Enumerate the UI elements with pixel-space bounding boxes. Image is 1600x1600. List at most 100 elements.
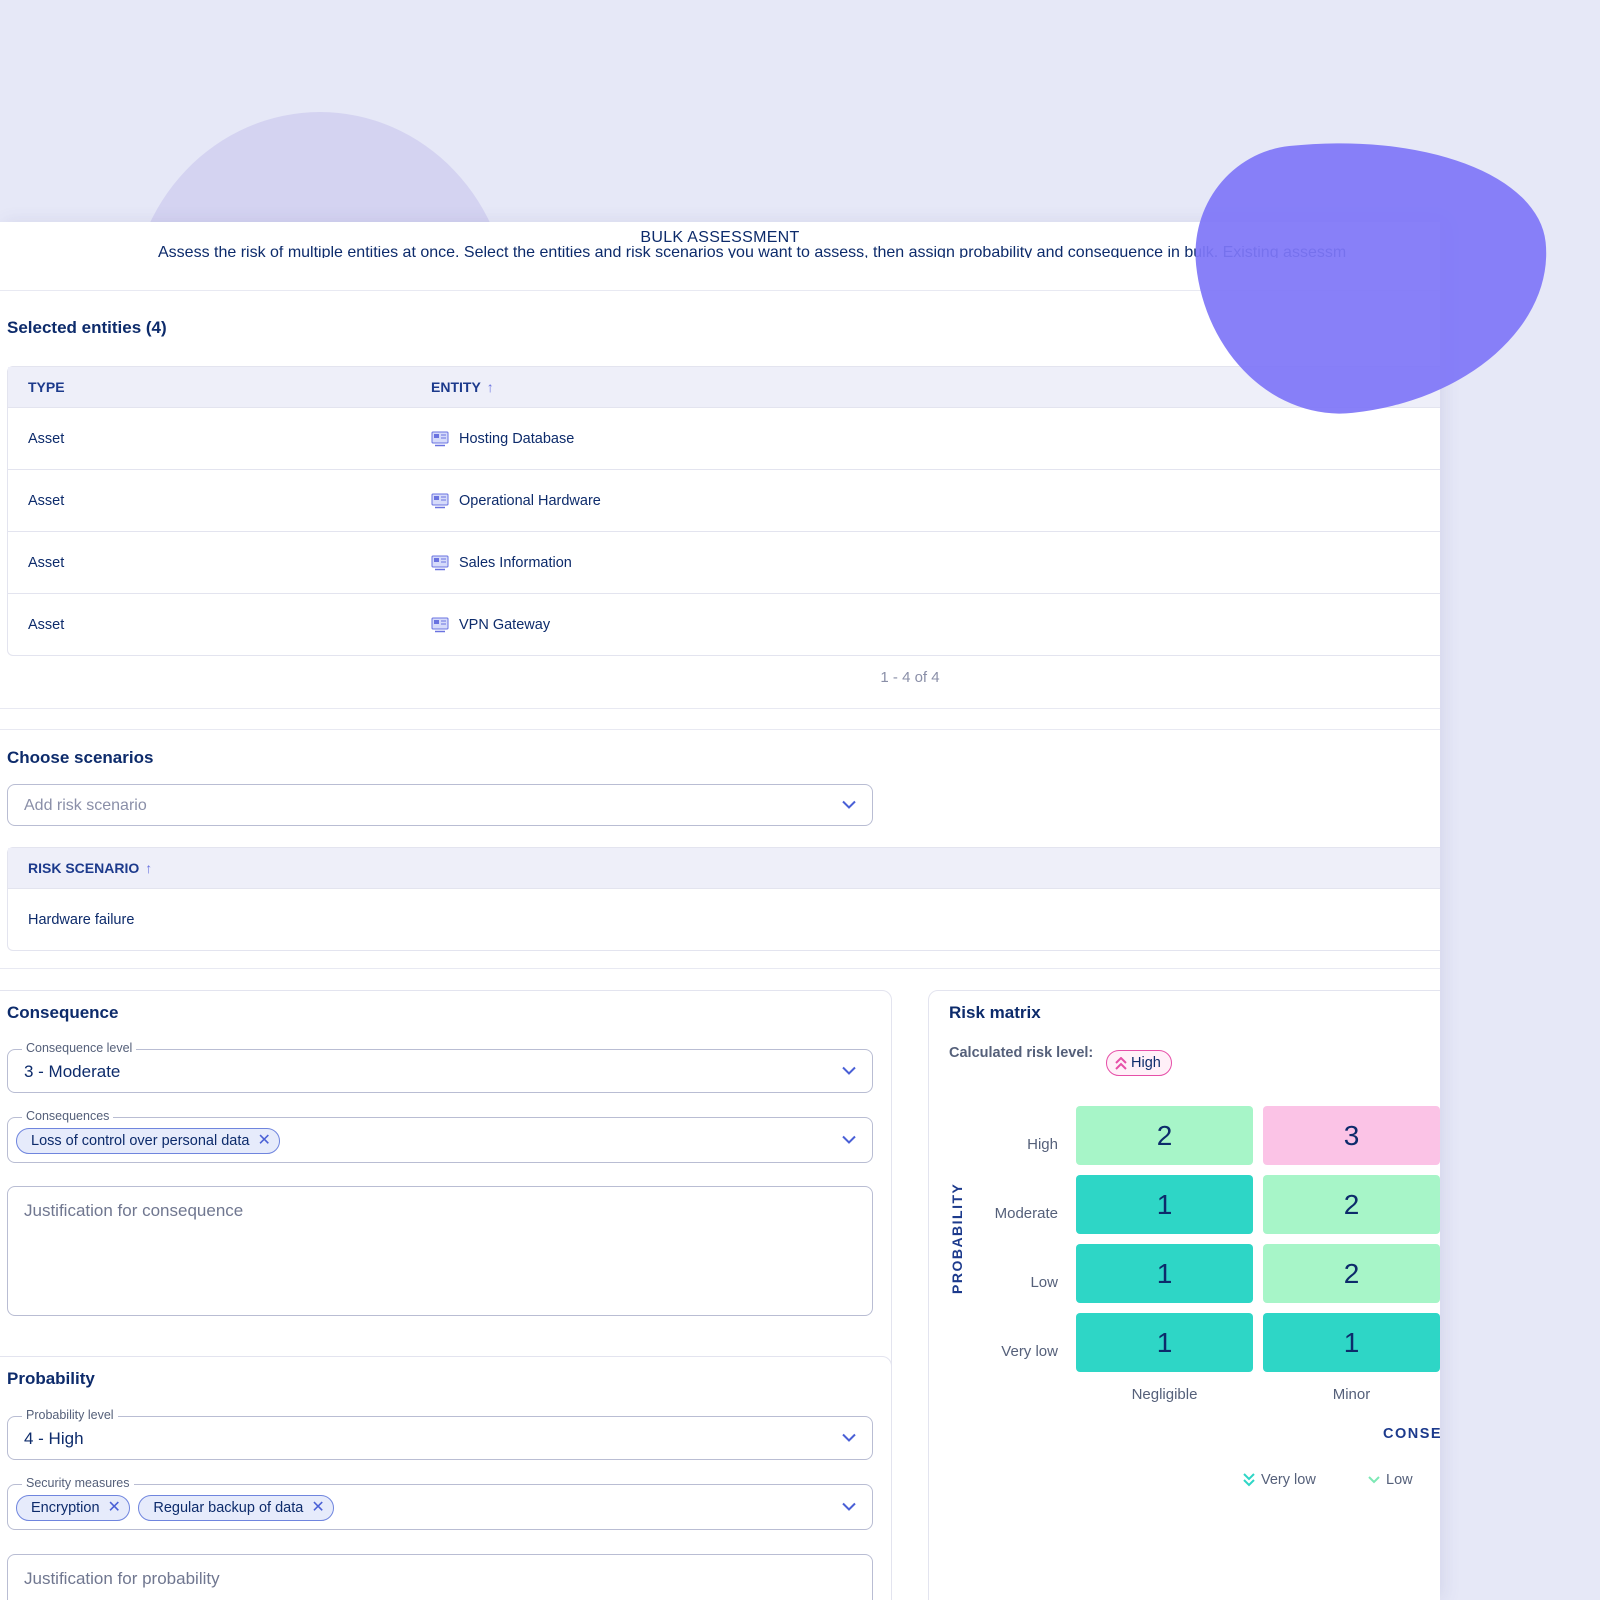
entity-name[interactable]: Hosting Database (459, 430, 575, 447)
matrix-cell[interactable]: 2 (1263, 1244, 1440, 1303)
calculated-risk-label: Calculated risk level: (949, 1045, 1094, 1061)
consequences-label: Consequences (22, 1109, 114, 1123)
matrix-cell[interactable]: 2 (1263, 1175, 1440, 1234)
table-header: RISK SCENARIO ↑ (8, 848, 1440, 888)
legend-item: Low (1368, 1472, 1413, 1488)
risk-scenario-placeholder: Add risk scenario (24, 797, 147, 814)
matrix-row-label: Moderate (994, 1205, 1058, 1222)
chevron-down-icon[interactable] (842, 800, 856, 810)
chip-label: Encryption (31, 1500, 100, 1516)
column-header-risk-scenario[interactable]: RISK SCENARIO ↑ (8, 860, 152, 876)
double-chevron-down-icon (1243, 1473, 1255, 1487)
table-row[interactable]: Asset Hosting Database (8, 407, 1440, 469)
matrix-row-label: Low (1030, 1274, 1058, 1291)
matrix-cell[interactable]: 1 (1076, 1175, 1253, 1234)
cell-type: Asset (28, 554, 65, 571)
selected-entities-title: Selected entities (4) (7, 318, 167, 337)
consequence-level-select[interactable]: Consequence level 3 - Moderate (7, 1041, 873, 1093)
consequence-level-value: 3 - Moderate (24, 1062, 121, 1081)
table-row[interactable]: Asset Sales Information (8, 531, 1440, 593)
probability-level-value: 4 - High (24, 1429, 84, 1448)
consequence-axis-label: CONSE (1383, 1426, 1440, 1442)
divider (0, 968, 1440, 969)
table-header: TYPE ENTITY ↑ (8, 367, 1440, 407)
column-header-entity-label: ENTITY (431, 379, 481, 395)
legend-label: Low (1386, 1472, 1413, 1488)
probability-title: Probability (7, 1369, 95, 1388)
modal-description: Assess the risk of multiple entities at … (158, 246, 1347, 258)
cell-entity: VPN Gateway (431, 617, 550, 633)
close-icon[interactable]: ✕ (107, 1499, 121, 1516)
column-header-entity[interactable]: ENTITY ↑ (431, 379, 494, 395)
table-row[interactable]: Hardware failure (8, 888, 1440, 950)
entity-name[interactable]: VPN Gateway (459, 616, 551, 633)
modal-title: BULK ASSESSMENT (640, 229, 800, 246)
bulk-assessment-panel: BULK ASSESSMENT Assess the risk of multi… (0, 222, 1440, 1600)
modal-header: BULK ASSESSMENT Assess the risk of multi… (0, 222, 1440, 291)
cell-entity: Operational Hardware (431, 493, 601, 509)
chevron-down-icon[interactable] (842, 1502, 856, 1512)
security-measures-select[interactable]: Security measures Encryption ✕ Regular b… (7, 1476, 873, 1530)
double-chevron-up-icon (1115, 1056, 1127, 1070)
matrix-cell[interactable]: 1 (1076, 1313, 1253, 1372)
chevron-down-icon[interactable] (842, 1433, 856, 1443)
scenarios-table: RISK SCENARIO ↑ Hardware failure (7, 847, 1440, 951)
chevron-down-icon (1368, 1475, 1380, 1483)
cell-type: Asset (28, 616, 65, 633)
asset-icon (431, 555, 449, 570)
security-measure-chip[interactable]: Regular backup of data ✕ (138, 1495, 334, 1521)
chip-list: Loss of control over personal data ✕ (16, 1128, 284, 1154)
asset-icon (431, 431, 449, 446)
matrix-cell[interactable]: 3 (1263, 1106, 1440, 1165)
consequence-justification-placeholder: Justification for consequence (24, 1201, 244, 1220)
consequences-select[interactable]: Consequences Loss of control over person… (7, 1109, 873, 1163)
cell-type: Asset (28, 492, 65, 509)
chip-list: Encryption ✕ Regular backup of data ✕ (16, 1495, 338, 1521)
table-row[interactable]: Asset Operational Hardware (8, 469, 1440, 531)
chip-label: Loss of control over personal data (31, 1133, 250, 1149)
legend-label: Very low (1261, 1472, 1316, 1488)
risk-scenario-select[interactable]: Add risk scenario (7, 784, 873, 826)
security-measure-chip[interactable]: Encryption ✕ (16, 1495, 130, 1521)
entities-table: TYPE ENTITY ↑ Asset Hosting Database Ass… (7, 366, 1440, 656)
sort-ascending-icon[interactable]: ↑ (486, 379, 494, 395)
chevron-down-icon[interactable] (842, 1066, 856, 1076)
asset-icon (431, 617, 449, 632)
choose-scenarios-title: Choose scenarios (7, 748, 154, 767)
matrix-cell[interactable]: 1 (1263, 1313, 1440, 1372)
probability-level-label: Probability level (22, 1408, 118, 1422)
chip-label: Regular backup of data (153, 1500, 304, 1516)
probability-card (0, 1356, 892, 1600)
cell-type: Asset (28, 430, 65, 447)
legend-item: Very low (1243, 1472, 1316, 1488)
divider (0, 708, 1440, 709)
probability-justification-textarea[interactable]: Justification for probability (7, 1554, 873, 1600)
probability-level-select[interactable]: Probability level 4 - High (7, 1408, 873, 1460)
matrix-row-label: Very low (1001, 1343, 1058, 1360)
sort-ascending-icon[interactable]: ↑ (145, 860, 153, 876)
asset-icon (431, 493, 449, 508)
risk-level-value: High (1131, 1055, 1161, 1071)
entity-name[interactable]: Operational Hardware (459, 492, 601, 509)
matrix-column-label: Negligible (1131, 1386, 1198, 1403)
pagination-label: 1 - 4 of 4 (880, 669, 940, 686)
entity-name[interactable]: Sales Information (459, 554, 572, 571)
cell-entity: Sales Information (431, 555, 572, 571)
close-icon[interactable]: ✕ (257, 1132, 271, 1149)
security-measures-label: Security measures (22, 1476, 134, 1490)
probability-justification-placeholder: Justification for probability (24, 1569, 220, 1588)
matrix-row-label: High (1027, 1136, 1058, 1153)
matrix-cell[interactable]: 1 (1076, 1244, 1253, 1303)
table-row[interactable]: Asset VPN Gateway (8, 593, 1440, 655)
consequence-justification-textarea[interactable]: Justification for consequence (7, 1186, 873, 1316)
column-header-type[interactable]: TYPE (28, 379, 65, 395)
consequence-chip[interactable]: Loss of control over personal data ✕ (16, 1128, 280, 1154)
risk-matrix-title: Risk matrix (949, 1003, 1041, 1022)
chevron-down-icon[interactable] (842, 1135, 856, 1145)
scenario-name[interactable]: Hardware failure (28, 911, 135, 928)
matrix-column-label: Minor (1332, 1386, 1371, 1403)
cell-entity: Hosting Database (431, 431, 574, 447)
close-icon[interactable]: ✕ (311, 1499, 325, 1516)
consequence-title: Consequence (7, 1003, 119, 1022)
matrix-cell[interactable]: 2 (1076, 1106, 1253, 1165)
